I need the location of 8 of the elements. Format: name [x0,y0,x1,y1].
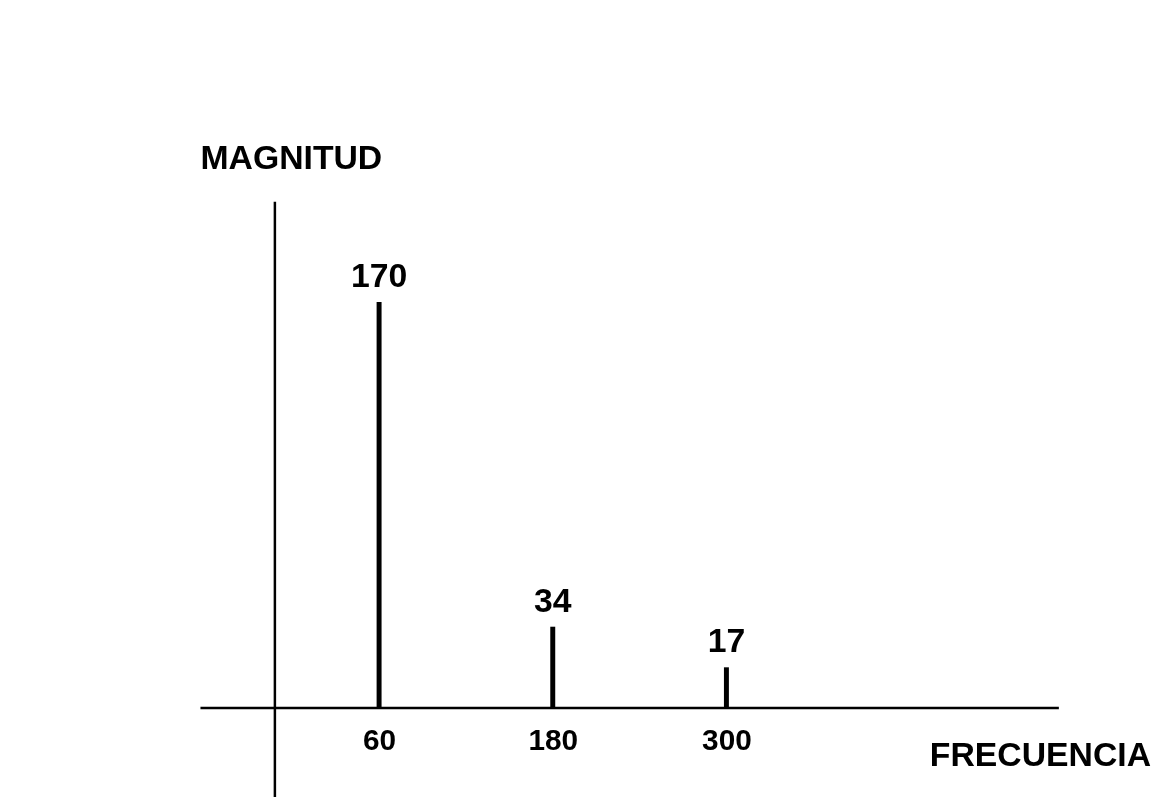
data-label: 34 [533,580,572,619]
data-label: 17 [707,621,746,660]
x-axis-title: FRECUENCIA [929,735,1152,774]
x-tick-label: 60 [363,723,397,757]
x-tick-label: 300 [702,723,752,757]
data-label: 170 [350,256,408,295]
x-tick-label: 180 [528,723,579,757]
y-axis-title: MAGNITUD [200,138,383,177]
